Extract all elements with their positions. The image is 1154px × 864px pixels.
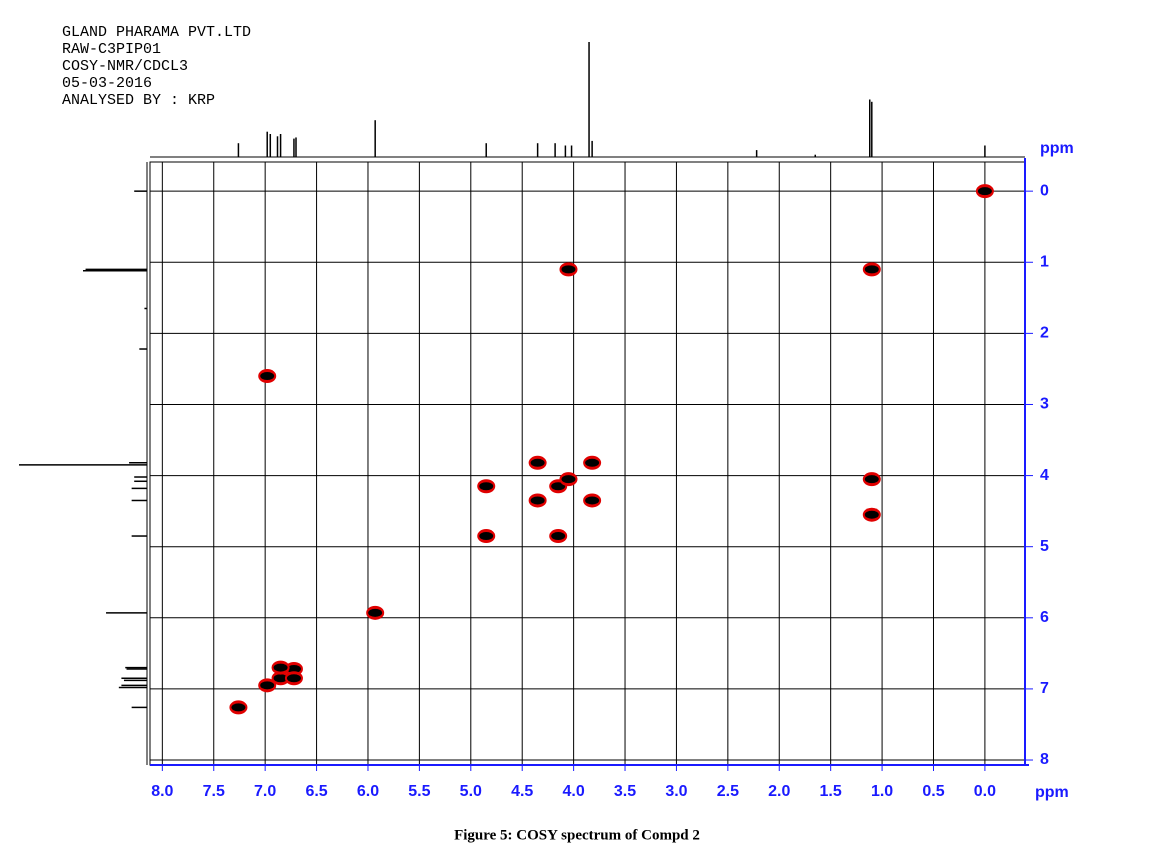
header-line: RAW-C3PIP01	[62, 41, 161, 58]
y-tick-label: 3	[1040, 396, 1049, 413]
x-tick-label: 0.5	[922, 783, 944, 800]
x-tick-label: 5.0	[460, 783, 482, 800]
cross-peak	[260, 681, 275, 690]
y-tick-label: 0	[1040, 182, 1049, 199]
cross-peak	[530, 496, 545, 505]
x-tick-label: 1.5	[820, 783, 842, 800]
cross-peak	[561, 475, 576, 484]
cross-peak	[530, 458, 545, 467]
y-tick-label: 1	[1040, 253, 1049, 270]
cross-peak	[286, 674, 301, 683]
cross-peak	[273, 674, 288, 683]
x-tick-label: 2.5	[717, 783, 739, 800]
caption: Figure 5: COSY spectrum of Compd 2	[454, 827, 700, 843]
x-tick-label: 7.5	[203, 783, 225, 800]
x-tick-label: 6.5	[305, 783, 327, 800]
header-line: 05-03-2016	[62, 75, 152, 92]
header-line: COSY-NMR/CDCL3	[62, 58, 188, 75]
cross-peak	[864, 475, 879, 484]
header-line: ANALYSED BY : KRP	[62, 92, 215, 109]
cross-peak	[864, 510, 879, 519]
x-tick-label: 3.5	[614, 783, 636, 800]
y-tick-label: 8	[1040, 751, 1049, 768]
cross-peak	[368, 608, 383, 617]
cross-peak	[551, 482, 566, 491]
y-tick-label: 7	[1040, 680, 1049, 697]
cross-peak	[286, 665, 301, 674]
x-tick-label: 0.0	[974, 783, 996, 800]
cross-peak	[585, 458, 600, 467]
x-tick-label: 6.0	[357, 783, 379, 800]
cross-peak	[479, 532, 494, 541]
x-tick-label: 7.0	[254, 783, 276, 800]
x-tick-label: 2.0	[768, 783, 790, 800]
y-tick-label: 4	[1040, 467, 1049, 484]
x-tick-label: 1.0	[871, 783, 893, 800]
x-tick-label: 4.5	[511, 783, 533, 800]
x-tick-label: 5.5	[408, 783, 430, 800]
x-tick-label: 8.0	[151, 783, 173, 800]
cross-peak	[585, 496, 600, 505]
cross-peak	[561, 265, 576, 274]
y-axis-label: ppm	[1040, 140, 1074, 157]
cross-peak	[273, 663, 288, 672]
cross-peak	[977, 187, 992, 196]
cross-peak	[551, 532, 566, 541]
x-tick-label: 4.0	[562, 783, 584, 800]
x-axis-label: ppm	[1035, 784, 1069, 801]
cross-peak	[260, 372, 275, 381]
cross-peak	[231, 703, 246, 712]
y-tick-label: 6	[1040, 609, 1049, 626]
y-tick-label: 2	[1040, 325, 1049, 342]
header-line: GLAND PHARAMA PVT.LTD	[62, 24, 251, 41]
x-tick-label: 3.0	[665, 783, 687, 800]
y-tick-label: 5	[1040, 538, 1049, 555]
cross-peak	[479, 482, 494, 491]
cross-peak	[864, 265, 879, 274]
